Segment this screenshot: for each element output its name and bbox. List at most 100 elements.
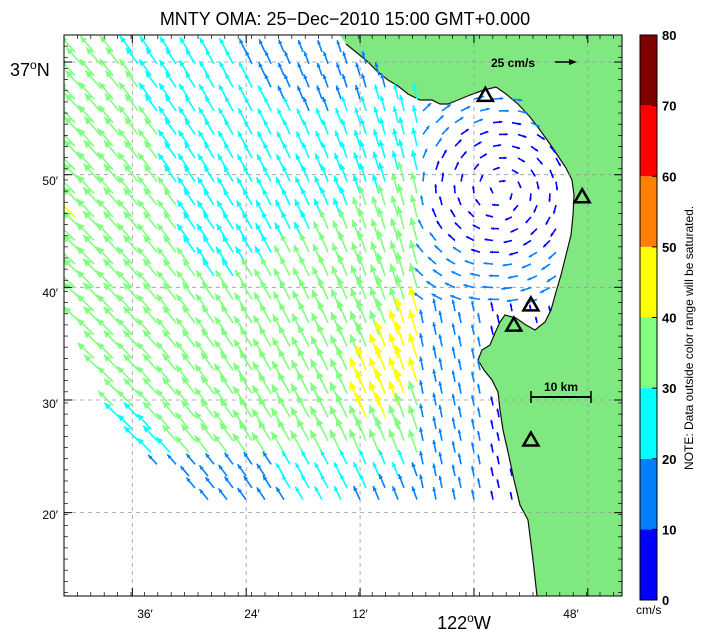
current-vector-head	[342, 74, 347, 79]
current-vector-head	[278, 62, 283, 68]
current-vector-head	[162, 401, 170, 409]
current-vector-head	[76, 222, 85, 231]
current-vector-head	[427, 103, 432, 107]
current-vector-head	[234, 316, 241, 324]
current-vector-head	[218, 464, 223, 470]
current-vector-head	[83, 306, 92, 315]
current-vector-head	[320, 474, 326, 480]
current-vector-head	[163, 188, 171, 196]
current-vector-head	[199, 489, 204, 494]
current-vector-head	[243, 452, 249, 458]
current-vector-head	[466, 106, 471, 110]
current-vector-head	[178, 106, 185, 114]
current-vector-head	[456, 162, 459, 166]
current-vector-head	[317, 300, 325, 310]
current-vector-head	[175, 412, 183, 420]
current-vector-head	[200, 399, 208, 408]
current-vector-head	[136, 342, 144, 350]
current-vector-head	[156, 294, 164, 302]
current-vector-head	[349, 334, 357, 344]
current-vector-head	[439, 196, 442, 200]
current-vector-head	[545, 221, 549, 225]
current-vector-head	[330, 358, 338, 368]
current-vector-head	[97, 318, 105, 327]
current-vector-head	[438, 138, 442, 142]
current-vector-head	[411, 462, 416, 468]
current-vector-head	[83, 258, 92, 267]
current-vector-head	[355, 62, 360, 68]
current-vector-head	[194, 388, 202, 396]
current-vector-head	[359, 163, 365, 170]
current-vector-head	[408, 309, 416, 319]
current-vector-head	[260, 280, 267, 289]
current-vector-head	[295, 153, 301, 160]
current-vector-head	[356, 299, 364, 309]
current-vector-head	[408, 262, 417, 272]
current-vector-head	[332, 243, 339, 252]
current-vector-head	[377, 207, 384, 216]
current-vector-head	[257, 154, 262, 161]
current-vector-head	[282, 142, 288, 149]
current-vector-head	[438, 357, 443, 363]
current-vector-head	[296, 108, 302, 114]
current-vector-head	[340, 450, 345, 456]
current-vector-head	[515, 171, 519, 174]
current-vector-head	[97, 175, 105, 184]
current-vector-head	[438, 452, 443, 457]
current-vector-head	[488, 274, 493, 278]
current-vector-head	[165, 71, 172, 79]
current-vector-head	[241, 281, 248, 289]
current-vector-head	[477, 430, 481, 435]
station-2	[572, 186, 592, 204]
current-vector-head	[472, 186, 475, 189]
current-vector-head	[310, 359, 318, 369]
current-vector-head	[274, 245, 281, 253]
current-vector-head	[186, 477, 191, 483]
current-vector-head	[183, 212, 190, 220]
current-vector-head	[418, 219, 422, 224]
current-vector-head	[429, 232, 433, 237]
current-vector-head	[197, 177, 204, 184]
current-vector-head	[271, 384, 279, 393]
current-vector-head	[281, 211, 287, 218]
current-vector-head	[240, 304, 248, 312]
current-vector-head	[483, 153, 487, 157]
current-vector-head	[321, 119, 327, 126]
current-vector-head	[64, 93, 73, 102]
current-vector-head	[551, 174, 554, 178]
current-vector-head	[258, 85, 263, 91]
current-vector-head	[355, 369, 363, 379]
current-vector-head	[349, 405, 357, 415]
current-vector-head	[359, 474, 364, 480]
current-vector-head	[215, 270, 222, 278]
current-vector-head	[175, 341, 183, 349]
current-vector-head	[529, 198, 532, 201]
current-vector-head	[311, 289, 319, 298]
current-vector-head	[198, 130, 204, 138]
current-vector-head	[432, 298, 437, 303]
current-vector-head	[331, 265, 339, 275]
current-vector-head	[458, 139, 462, 143]
current-vector-head	[375, 345, 383, 355]
current-vector-head	[253, 338, 260, 347]
current-vector-head	[216, 223, 223, 231]
current-vector-head	[261, 211, 268, 219]
current-vector-head	[181, 400, 189, 408]
current-vector-head	[335, 85, 340, 91]
current-vector-head	[143, 425, 150, 433]
current-vector-head	[528, 304, 532, 308]
current-vector-head	[432, 487, 437, 492]
current-vector-head	[419, 333, 424, 338]
current-vector-head	[422, 171, 426, 176]
current-vector-head	[235, 269, 242, 278]
current-vector-head	[451, 441, 456, 446]
current-vector-head	[426, 281, 431, 285]
current-vector-head	[336, 300, 344, 309]
current-vector-head	[368, 357, 377, 367]
current-vector-head	[184, 165, 191, 173]
current-vector-head	[143, 354, 150, 362]
current-vector-head	[232, 409, 240, 418]
current-vector-head	[438, 310, 443, 315]
current-vector-head	[262, 188, 268, 196]
current-vector-head	[490, 325, 494, 329]
